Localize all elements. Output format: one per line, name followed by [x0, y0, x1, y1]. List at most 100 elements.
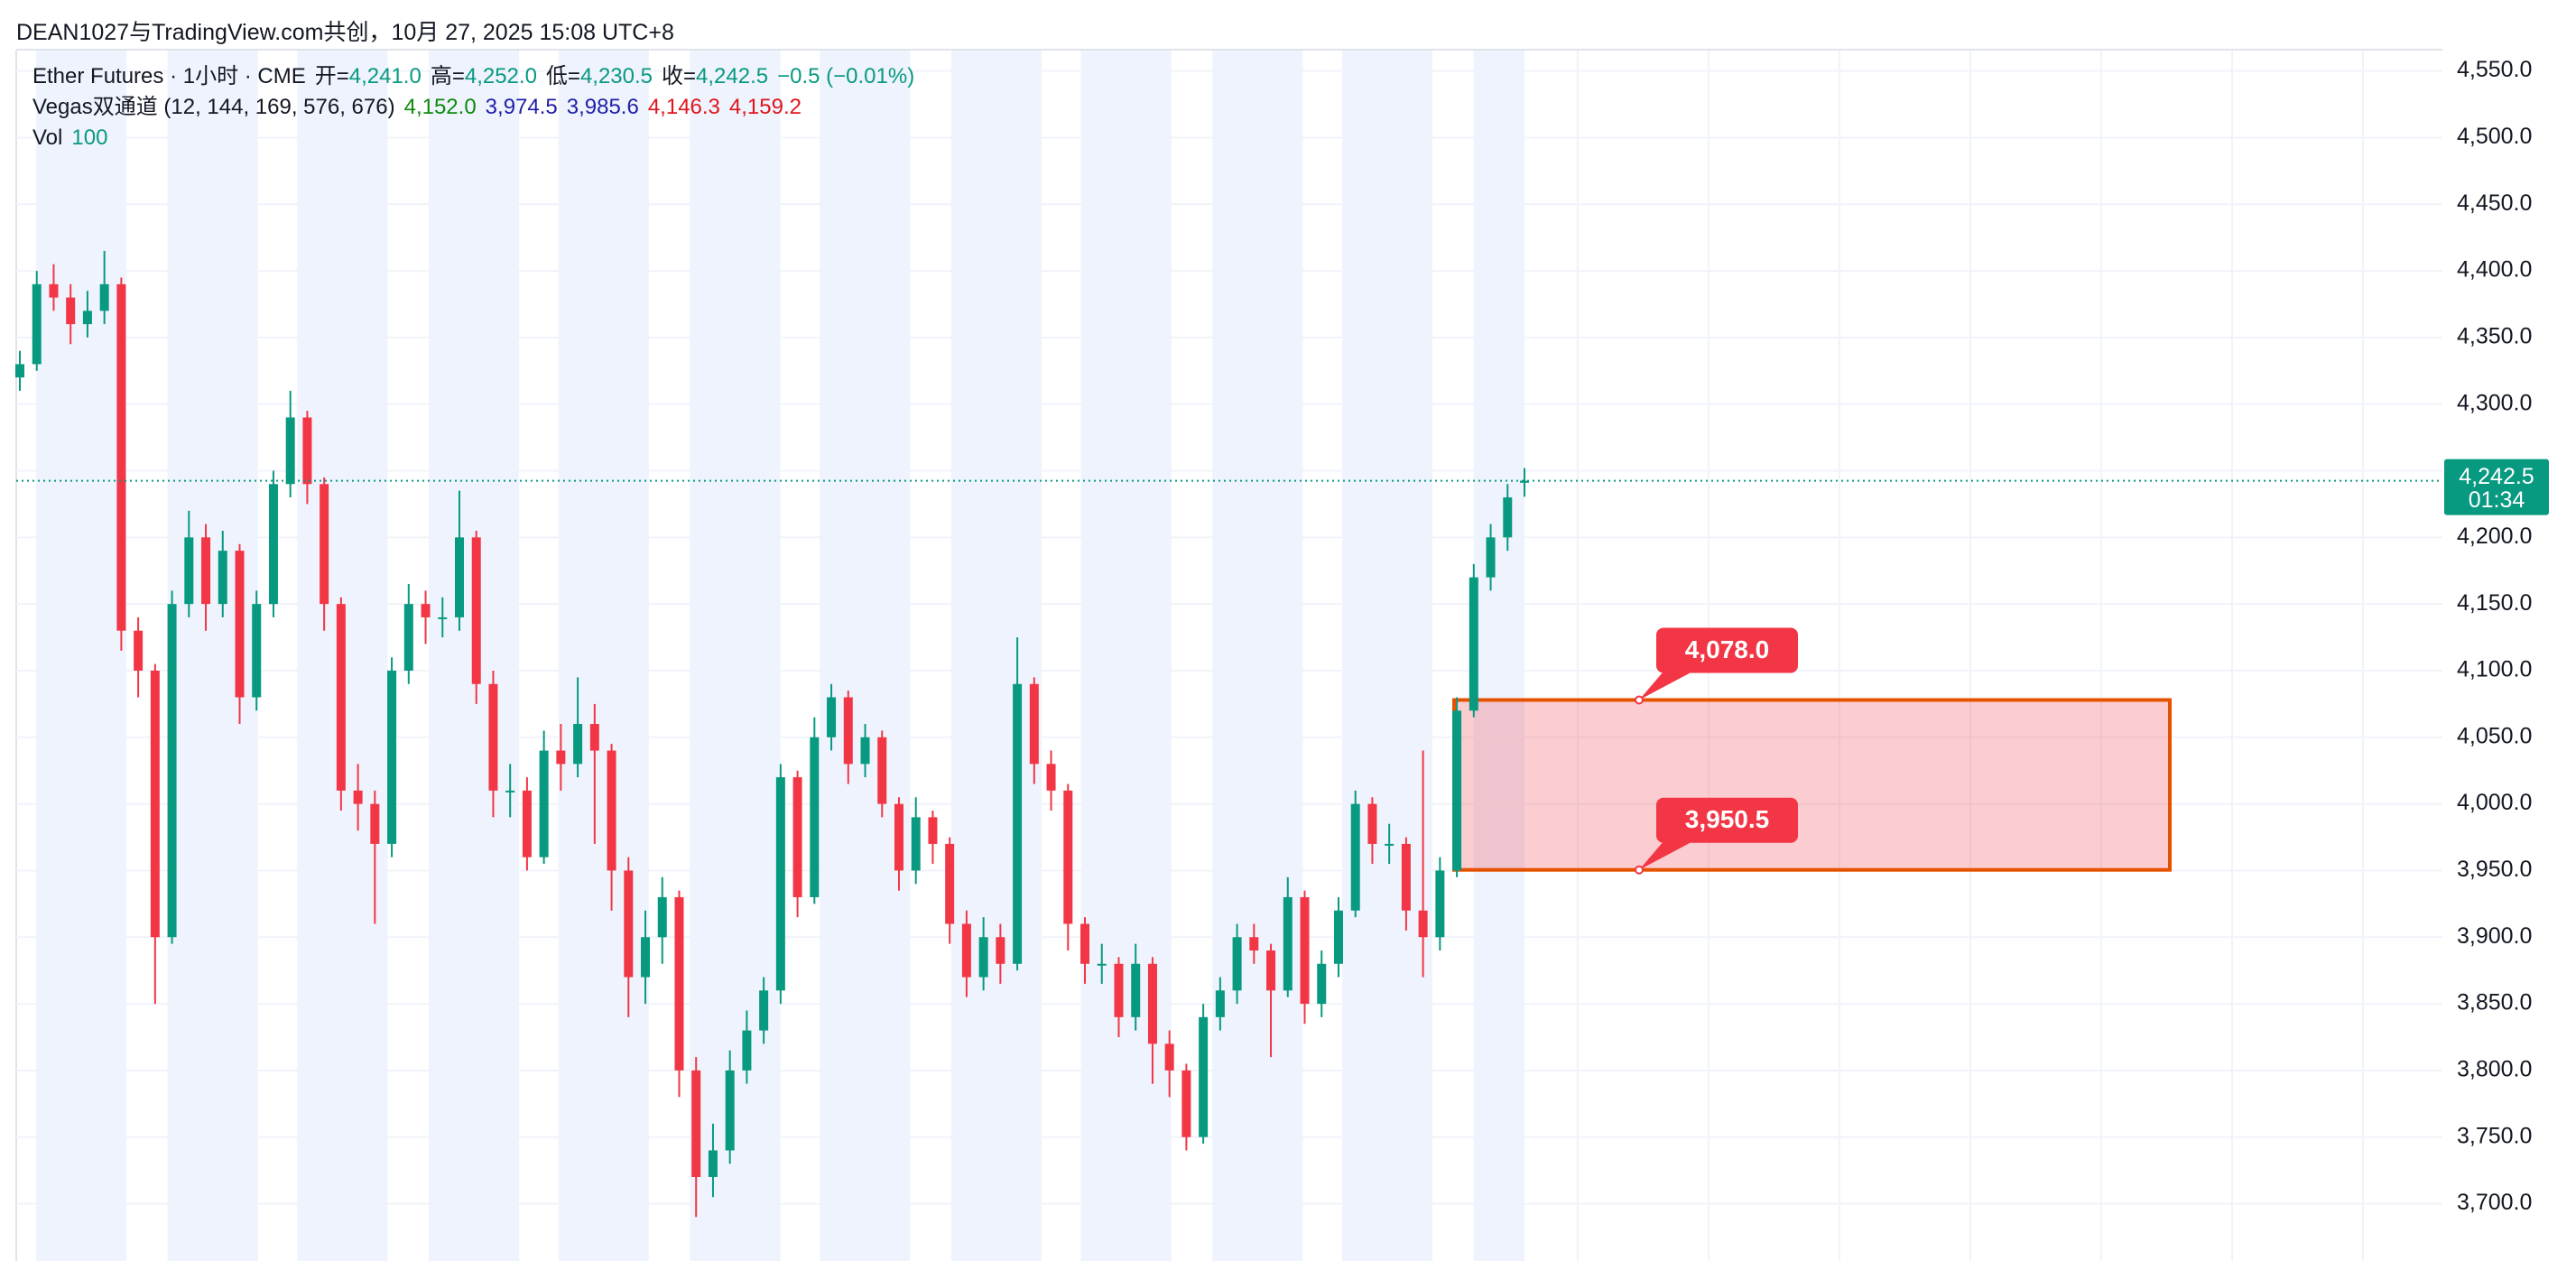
candle-body: [268, 484, 278, 605]
candle-body: [843, 697, 853, 765]
y-tick-label: 3,900.0: [2457, 923, 2532, 949]
candle-body: [1181, 1070, 1191, 1137]
candle-body: [1046, 764, 1056, 791]
candle-body: [522, 790, 532, 858]
candle-body: [1013, 683, 1023, 964]
candle-body: [134, 630, 144, 671]
candle-body: [556, 750, 566, 765]
candle-body: [454, 537, 464, 617]
y-tick-label: 4,200.0: [2457, 524, 2532, 549]
ohlc-value: 4,230.5: [579, 64, 653, 88]
candle-body: [1350, 803, 1360, 911]
candle-body: [573, 724, 583, 765]
ohlc-value: 4,242.5: [696, 64, 769, 88]
candle-body: [792, 777, 802, 897]
candle-body: [607, 750, 616, 871]
candle-body: [1317, 963, 1327, 1005]
countdown: 01:34: [2469, 487, 2525, 513]
ohlc-key: 开=: [314, 64, 349, 88]
candle-body: [657, 896, 667, 938]
indicator-value: 4,146.3: [647, 95, 720, 119]
y-tick-label: 4,550.0: [2457, 57, 2532, 82]
ohlc-value: 4,241.0: [348, 64, 422, 88]
y-tick-label: 4,050.0: [2457, 723, 2532, 748]
zone: [1452, 698, 2172, 872]
candle-body: [708, 1150, 718, 1177]
callout-label: 4,078.0: [1685, 635, 1769, 663]
y-tick-label: 4,500.0: [2457, 124, 2532, 149]
candle-body: [353, 790, 363, 804]
candle-body: [827, 697, 837, 737]
indicator-value: 4,152.0: [403, 95, 477, 119]
candle-body: [184, 537, 194, 605]
ohlc-key: 收=: [662, 64, 697, 88]
candle-body: [589, 724, 599, 751]
indicator: Vegas双通道 (12, 144, 169, 576, 676): [32, 95, 395, 119]
candle-body: [150, 670, 160, 938]
y-tick-label: 4,000.0: [2457, 790, 2532, 815]
candle-body: [1469, 577, 1478, 711]
candle-body: [387, 670, 397, 844]
candle-body: [218, 551, 227, 605]
legend-line: Ether Futures · 1小时 · CME 开=4,241.0 高=4,25…: [32, 61, 923, 92]
candle-body: [1520, 480, 1529, 483]
candle-body: [505, 790, 515, 793]
candle-body: [1199, 1016, 1209, 1137]
volume: Vol: [32, 125, 63, 150]
y-tick-label: 4,350.0: [2457, 324, 2532, 349]
candle-body: [1401, 843, 1411, 911]
candle-body: [99, 283, 109, 311]
legend-line: Vol 100: [32, 123, 923, 153]
candle-body: [1114, 963, 1124, 1017]
session-band: [1473, 50, 1524, 1261]
callout-anchor: [1635, 695, 1644, 705]
candle-body: [1266, 950, 1276, 991]
candle-body: [1147, 963, 1157, 1044]
candle-body: [302, 417, 312, 485]
candle-body: [928, 817, 938, 844]
candle-body: [471, 537, 481, 684]
callout-pointer: [1639, 669, 1697, 700]
candle-body: [1486, 537, 1496, 578]
legend: Ether Futures · 1小时 · CME 开=4,241.0 高=4,25…: [32, 61, 923, 153]
indicator-value: 3,985.6: [566, 95, 639, 119]
change: −0.5 (−0.01%): [777, 64, 915, 88]
candle-body: [167, 604, 177, 938]
symbol: Ether Futures · 1小时 · CME: [32, 64, 306, 88]
candle-body: [1029, 683, 1039, 765]
volume-value: 100: [71, 125, 108, 150]
candle-body: [877, 737, 887, 804]
last-price-label: 4,242.5: [2459, 464, 2534, 489]
candle-body: [1283, 896, 1293, 991]
candle-body: [759, 990, 769, 1031]
candle-body: [320, 484, 329, 605]
candle-body: [336, 604, 346, 791]
session-band: [1080, 50, 1172, 1261]
y-tick-label: 3,850.0: [2457, 990, 2532, 1015]
ohlc-key: 高=: [430, 64, 465, 88]
candle-body: [1215, 990, 1225, 1017]
attribution: DEAN1027与TradingView.com共创，10月 27, 2025 …: [16, 20, 674, 45]
candle-body: [252, 604, 262, 698]
candle-body: [403, 604, 413, 671]
candle-body: [1367, 803, 1377, 844]
candle-body: [945, 843, 955, 924]
candle-body: [1164, 1043, 1174, 1071]
candle-body: [116, 283, 126, 631]
callout-anchor: [1635, 865, 1644, 875]
candle-body: [49, 283, 59, 298]
candle-body: [725, 1070, 735, 1151]
candle-body: [624, 870, 634, 978]
candle-body: [674, 896, 684, 1071]
candle-body: [691, 1070, 701, 1177]
candle-body: [1063, 790, 1073, 924]
candle-body: [1333, 910, 1343, 964]
y-tick-label: 3,700.0: [2457, 1190, 2532, 1215]
candle-body: [775, 777, 785, 991]
candle-body: [1232, 937, 1242, 991]
y-tick-label: 4,450.0: [2457, 190, 2532, 216]
candle-body: [1418, 910, 1428, 938]
y-tick-label: 4,300.0: [2457, 390, 2532, 415]
